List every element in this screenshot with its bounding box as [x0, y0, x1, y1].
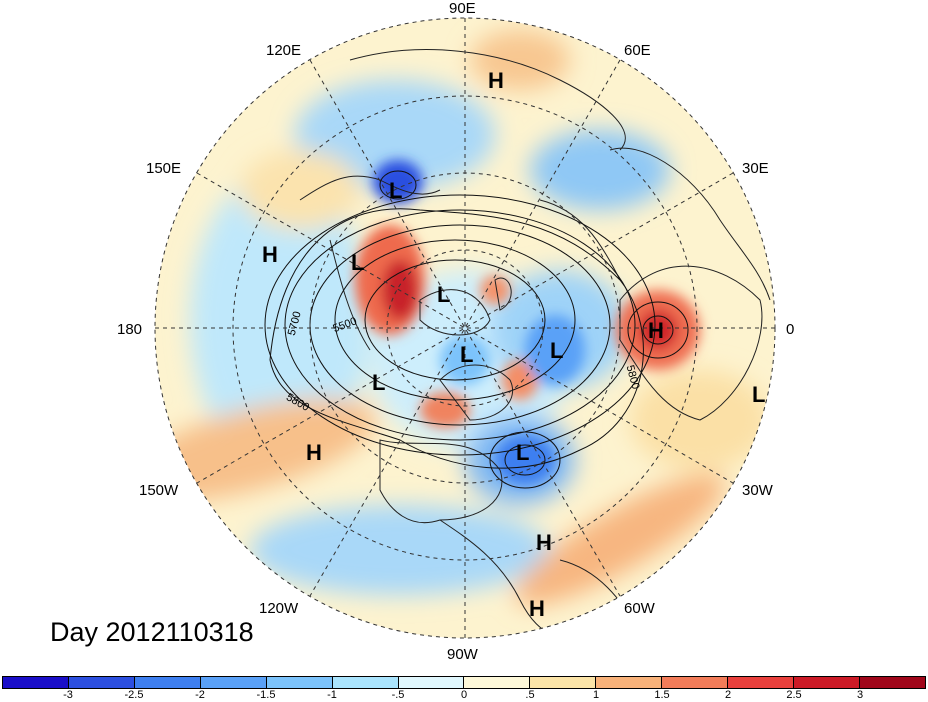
colorbar-tick-label: 2 [724, 689, 732, 701]
low-pressure-label: L [550, 338, 563, 363]
lon-label-60w: 60W [624, 600, 656, 617]
low-pressure-label: L [351, 250, 364, 275]
colorbar-swatch [596, 677, 663, 688]
colorbar-tick-label: 3 [856, 689, 864, 701]
longitude-labels: 90E 60E 120E 150E 30E 180 0 150W 30W 120… [117, 0, 794, 663]
colorbar-tick-label: -2.5 [124, 689, 144, 701]
low-pressure-label: L [752, 382, 765, 407]
low-pressure-label: L [460, 342, 473, 367]
graticule [155, 18, 775, 638]
colorbar-tick-label: .5 [525, 689, 535, 701]
colorbar-swatch [398, 677, 465, 688]
colorbar-swatch [200, 677, 267, 688]
lon-label-30w: 30W [742, 482, 774, 499]
colorbar-swatch [794, 677, 860, 688]
colorbar-swatch [662, 677, 729, 688]
height-contours [264, 170, 689, 489]
colorbar-tick-label: -2 [195, 689, 205, 701]
low-pressure-label: L [372, 370, 385, 395]
pressure-centers: H L H L L H L L L L H L H H [262, 68, 765, 621]
lon-label-120e: 120E [266, 42, 301, 59]
colorbar-tick-label: 1.5 [654, 689, 670, 701]
lon-label-90w: 90W [447, 646, 479, 663]
high-pressure-label: H [262, 242, 278, 267]
colorbar-swatch [3, 677, 69, 688]
high-pressure-label: H [648, 318, 664, 343]
colorbar-swatch [859, 677, 925, 688]
high-pressure-label: H [529, 596, 545, 621]
lon-label-150w: 150W [139, 482, 179, 499]
coastlines [299, 49, 771, 638]
day-title: Day 2012110318 [50, 617, 254, 647]
colorbar-tick-label: 2.5 [786, 689, 802, 701]
colorbar-swatch [332, 677, 399, 688]
colorbar-swatch [266, 677, 333, 688]
lon-label-90e: 90E [449, 0, 476, 17]
colorbar-swatch [134, 677, 201, 688]
colorbar-swatch [728, 677, 795, 688]
colorbar-labels: -3 -2.5 -2 -1.5 -1 -.5 0 .5 1 1.5 2 2.5 3 [2, 689, 926, 702]
lon-label-0: 0 [786, 321, 794, 338]
high-pressure-label: H [306, 440, 322, 465]
colorbar-swatch [68, 677, 135, 688]
lon-label-60e: 60E [624, 42, 651, 59]
lon-label-150e: 150E [146, 160, 181, 177]
high-pressure-label: H [536, 530, 552, 555]
colorbar-tick-label: 0 [460, 689, 468, 701]
lon-label-120w: 120W [259, 600, 299, 617]
low-pressure-label: L [516, 440, 529, 465]
colorbar-swatch [464, 677, 531, 688]
low-pressure-label: L [437, 282, 450, 307]
lon-label-30e: 30E [742, 160, 769, 177]
colorbar-tick-label: -1.5 [256, 689, 276, 701]
colorbar-tick-label: -.5 [391, 689, 405, 701]
map-border [154, 17, 776, 639]
high-pressure-label: H [488, 68, 504, 93]
lon-label-180: 180 [117, 321, 142, 338]
low-pressure-label: L [389, 178, 402, 203]
colorbar-swatch [530, 677, 597, 688]
colorbar-tick-label: -3 [63, 689, 73, 701]
colorbar-tick-label: 1 [592, 689, 600, 701]
colorbar-tick-label: -1 [327, 689, 337, 701]
colorbar [2, 676, 926, 689]
